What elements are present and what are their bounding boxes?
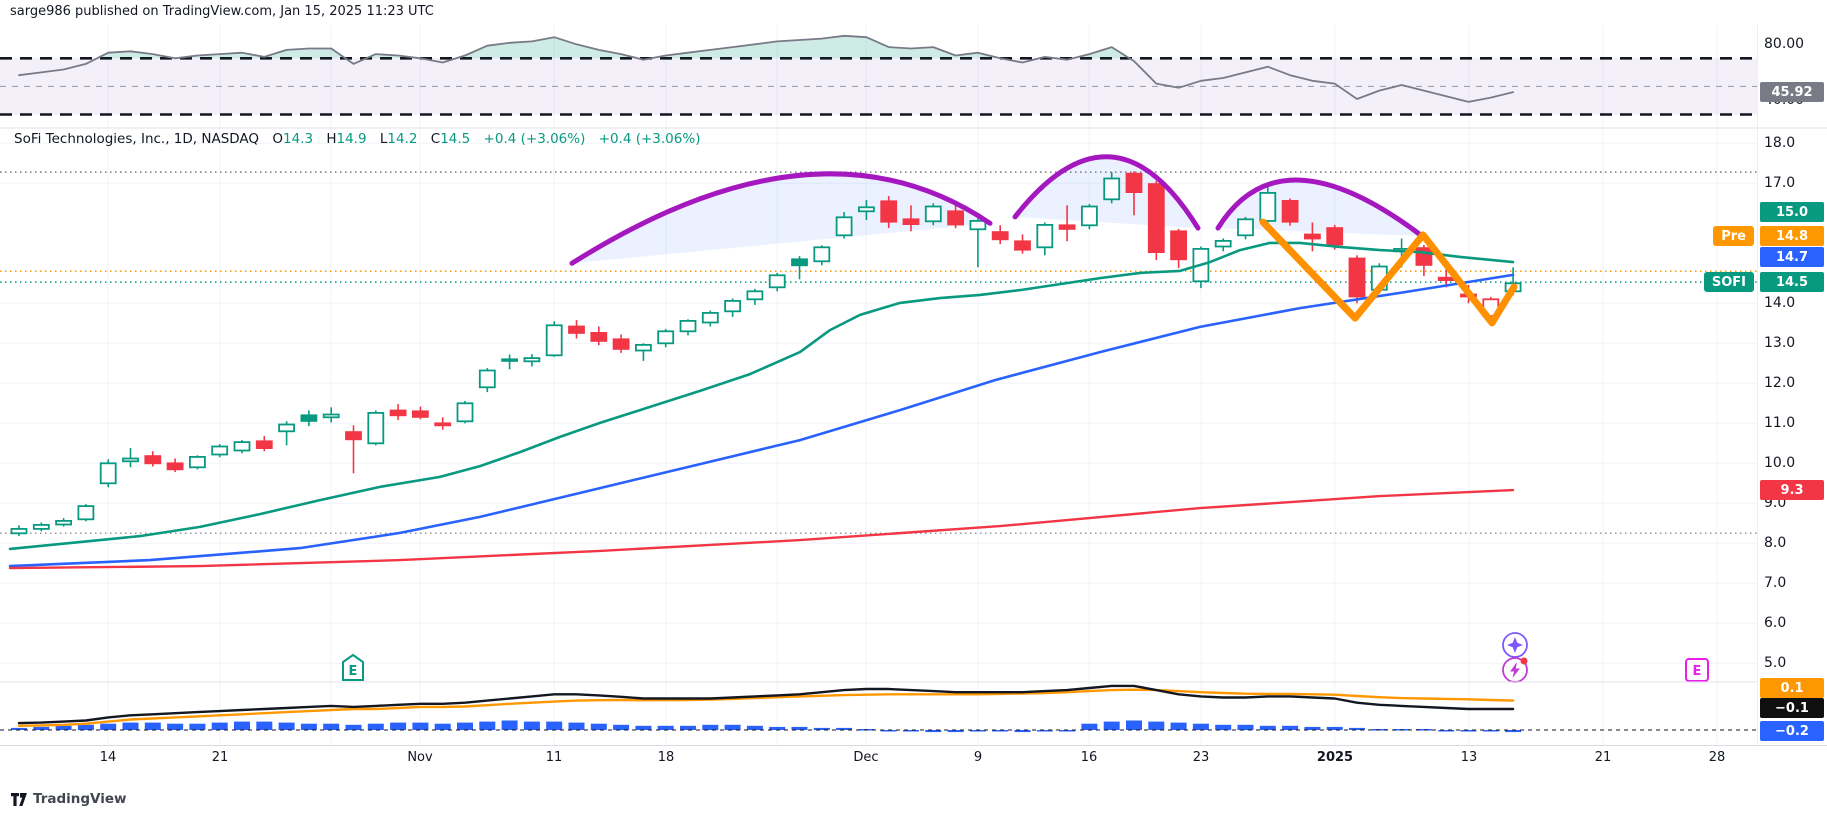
rsi-axis-label: 80.00 xyxy=(1764,36,1805,53)
legend-symbol: SoFi Technologies, Inc., 1D, NASDAQ xyxy=(14,131,260,147)
tradingview-logo[interactable]: TradingView xyxy=(10,791,127,807)
price-badge: 9.3 xyxy=(1760,480,1824,500)
price-axis-label: 6.0 xyxy=(1764,615,1787,632)
price-axis-label: 7.0 xyxy=(1764,575,1787,592)
price-badge: 15.0 xyxy=(1760,202,1824,222)
chart-legend[interactable]: SoFi Technologies, Inc., 1D, NASDAQ O14.… xyxy=(14,131,700,147)
svg-text:E: E xyxy=(349,664,358,679)
time-axis-label: Nov xyxy=(407,750,433,765)
price-axis-label: 10.0 xyxy=(1764,455,1796,472)
legend-high-label: H xyxy=(326,131,337,147)
legend-change-extended: +0.4 (+3.06%) xyxy=(598,131,701,147)
price-badge-tag-sofi: SOFI xyxy=(1703,272,1754,292)
legend-change: +0.4 (+3.06%) xyxy=(483,131,586,147)
price-axis-label: 8.0 xyxy=(1764,535,1787,552)
price-axis-label: 13.0 xyxy=(1764,335,1796,352)
time-axis-label: 18 xyxy=(657,750,675,765)
legend-low-label: L xyxy=(379,131,388,147)
legend-close-value: 14.5 xyxy=(440,131,471,147)
oscillator-value-badge: 0.1 xyxy=(1760,678,1824,698)
time-axis-label: 9 xyxy=(973,750,983,765)
time-axis-label: 13 xyxy=(1460,750,1478,765)
oscillator-value-badge: −0.2 xyxy=(1760,721,1824,741)
time-axis-label: 16 xyxy=(1080,750,1098,765)
rsi-value-badge: 45.92 xyxy=(1760,82,1824,102)
price-axis-label: 12.0 xyxy=(1764,375,1796,392)
time-axis-label: 21 xyxy=(1594,750,1612,765)
legend-open-label: O xyxy=(272,131,283,147)
tradingview-logo-icon xyxy=(11,792,27,806)
price-badge-tag-pre: Pre xyxy=(1713,226,1754,246)
earnings-marker-icon xyxy=(342,653,364,681)
upcoming-earnings-icon xyxy=(1685,658,1709,682)
oscillator-value-badge: −0.1 xyxy=(1760,698,1824,718)
time-axis-label: Dec xyxy=(853,750,879,765)
price-badge: 14.7 xyxy=(1760,247,1824,267)
price-axis-label: 5.0 xyxy=(1764,655,1787,672)
legend-close-label: C xyxy=(430,131,441,147)
legend-open-value: 14.3 xyxy=(282,131,314,147)
price-badge: 14.5 xyxy=(1760,272,1824,292)
time-axis-label: 21 xyxy=(211,750,229,765)
price-axis-label: 11.0 xyxy=(1764,415,1796,432)
time-axis-label: 23 xyxy=(1192,750,1210,765)
attribution-text: sarge986 published on TradingView.com, J… xyxy=(10,4,434,19)
time-axis-label: 2025 xyxy=(1316,750,1354,765)
price-axis-label: 18.0 xyxy=(1764,135,1796,152)
price-axis-label: 17.0 xyxy=(1764,175,1796,192)
legend-high-value: 14.9 xyxy=(336,131,367,147)
time-axis-label: 11 xyxy=(545,750,563,765)
price-badge: 14.8 xyxy=(1760,226,1824,246)
svg-text:E: E xyxy=(1693,664,1702,679)
time-axis-label: 28 xyxy=(1708,750,1726,765)
legend-low-value: 14.2 xyxy=(387,131,418,147)
tradingview-logo-text: TradingView xyxy=(33,791,127,807)
price-axis-label: 14.0 xyxy=(1764,295,1796,312)
time-axis-label: 14 xyxy=(99,750,117,765)
